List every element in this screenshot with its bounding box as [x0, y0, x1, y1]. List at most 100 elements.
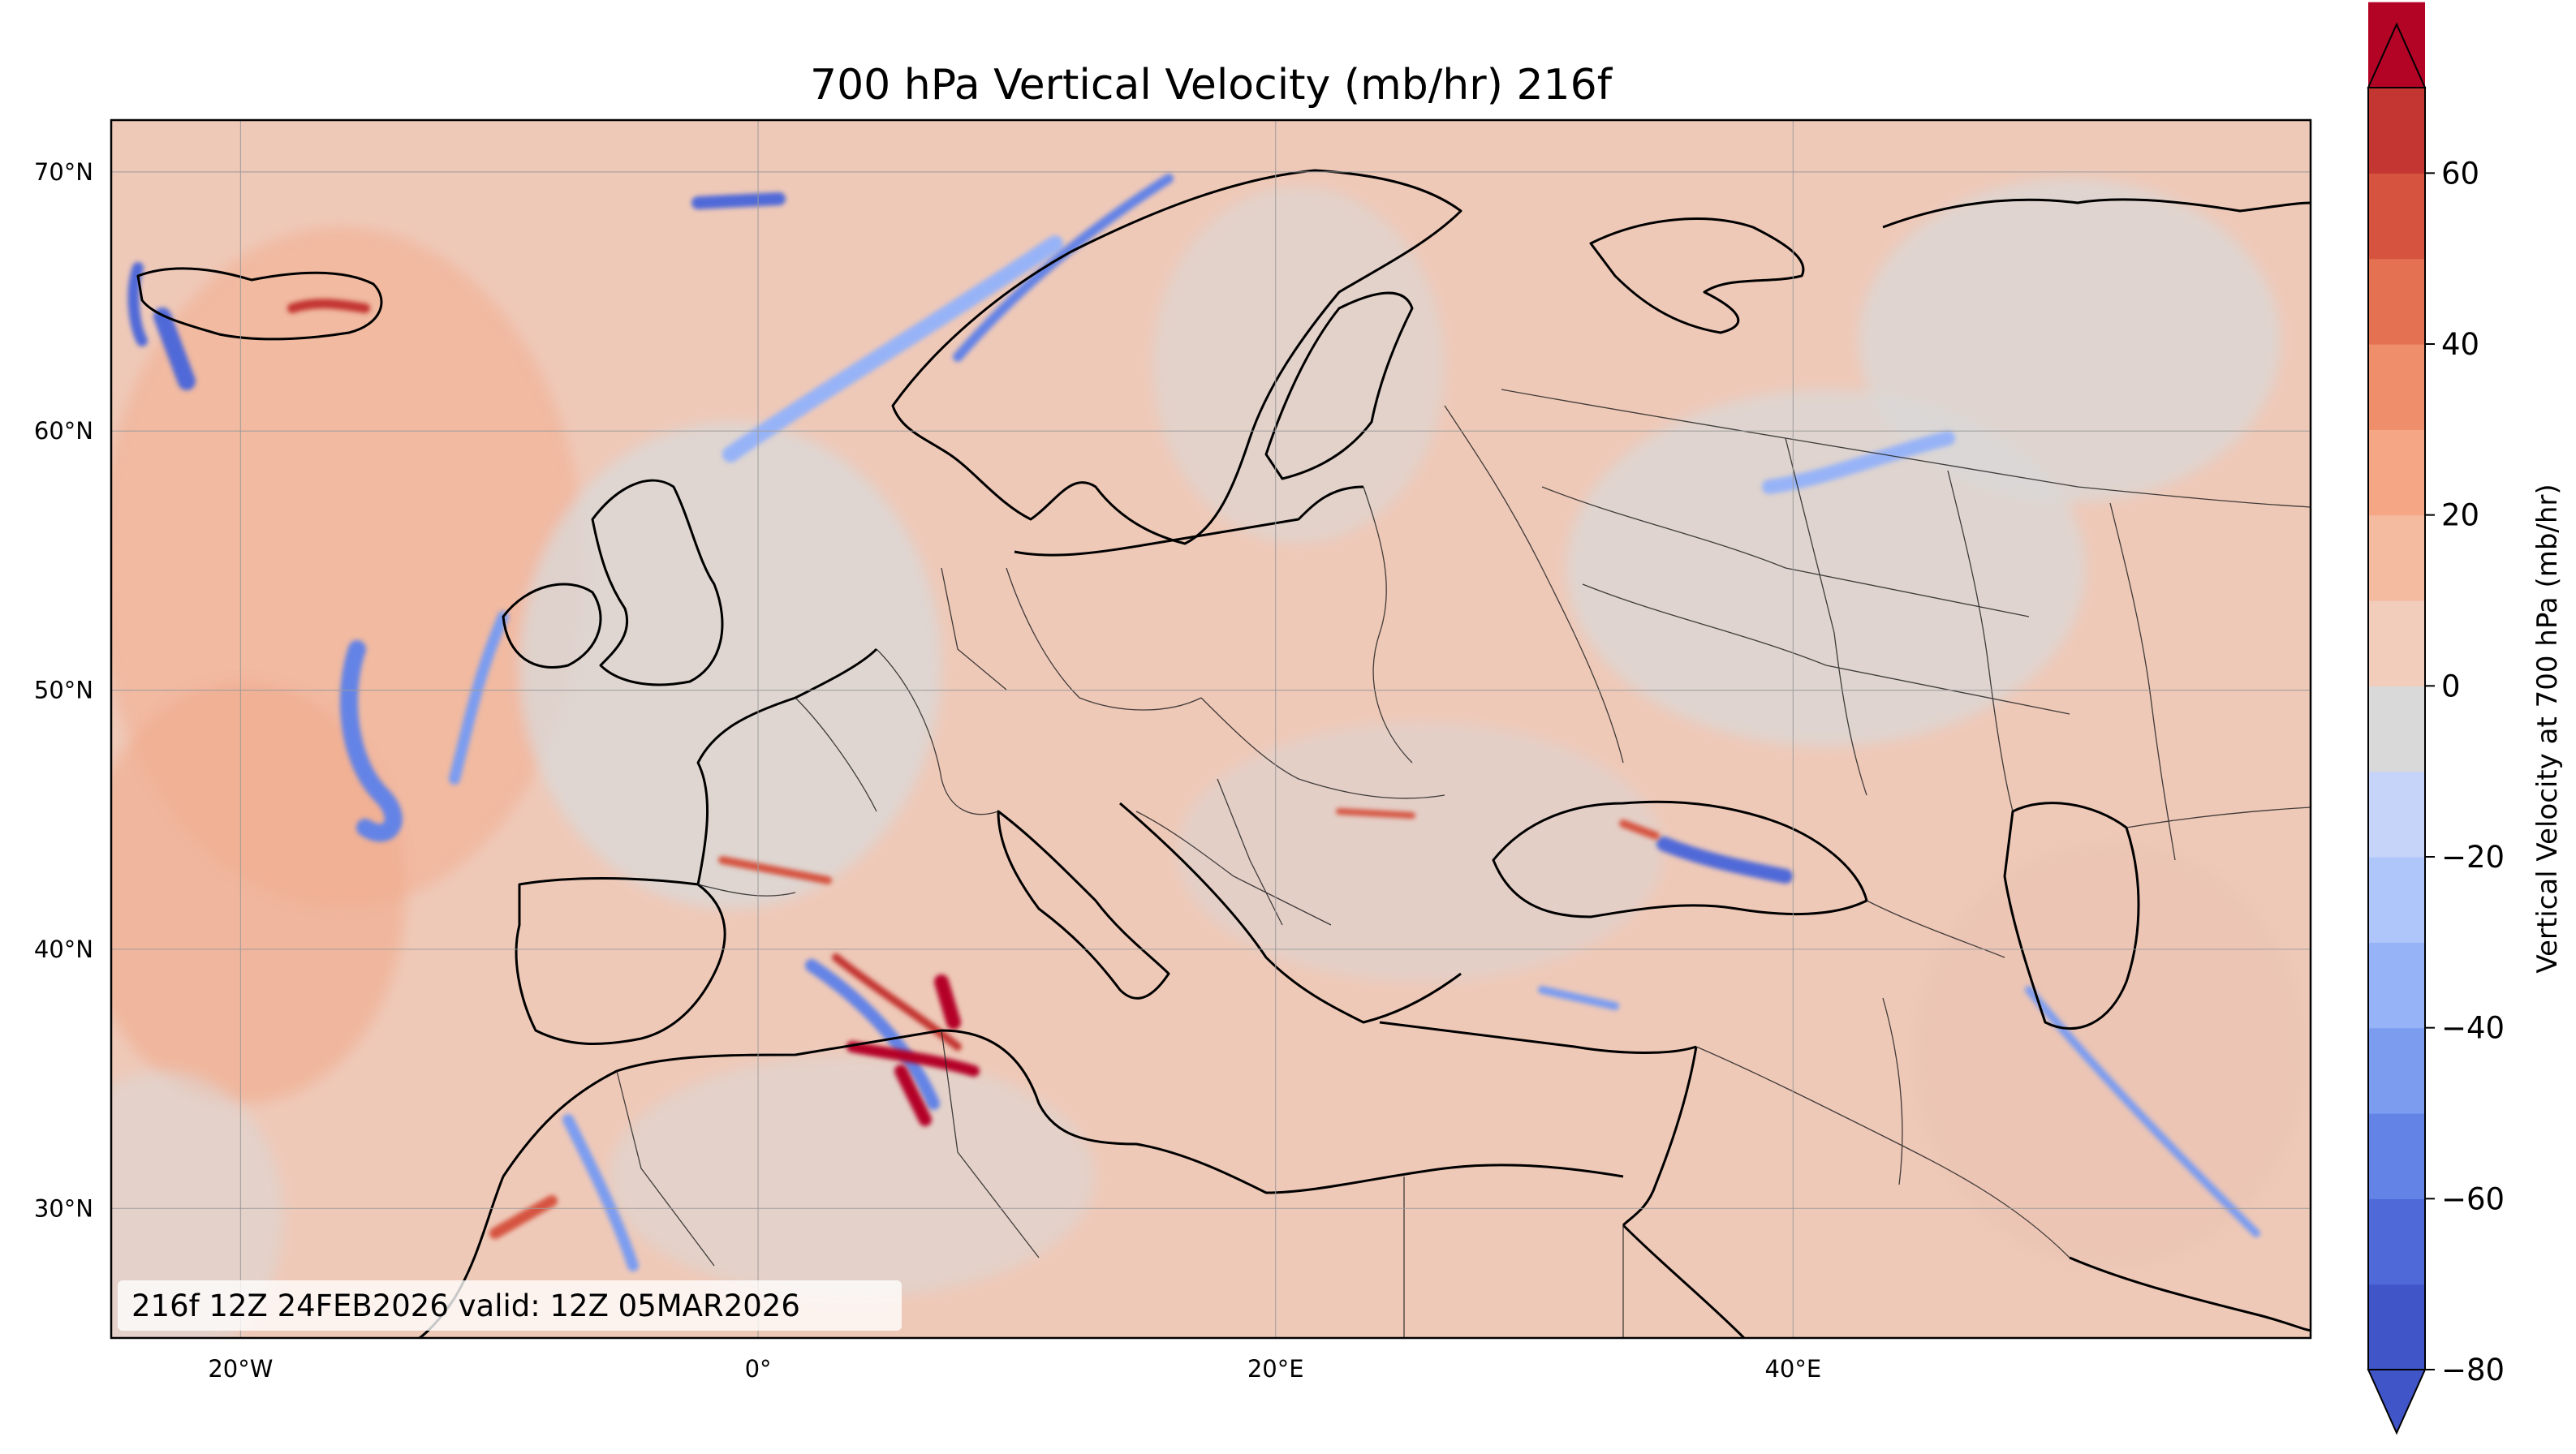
border	[1947, 470, 2014, 812]
lon-tick-label: 20°W	[208, 1355, 273, 1383]
coastline-iceland	[136, 267, 383, 341]
colorbar-segment	[2368, 942, 2425, 1029]
lat-tick-label: 70°N	[34, 158, 93, 186]
colorbar-tick-label: −40	[2441, 1011, 2505, 1046]
colorbar-extend-min	[2367, 1369, 2427, 1435]
longitude-ticks: 20°W 0° 20°E 40°E	[208, 1355, 1821, 1383]
descent-band	[718, 856, 832, 884]
coastline-balkans-greece	[1119, 802, 1462, 1024]
border	[1866, 900, 2005, 958]
coastline-red-sea	[1622, 1224, 1747, 1338]
border	[1200, 697, 1445, 799]
colorbar-tick-label: 40	[2441, 327, 2479, 362]
border	[1541, 486, 2030, 617]
colorbar-segment	[2368, 771, 2425, 858]
coastline-ireland	[502, 583, 602, 669]
border	[1006, 567, 1202, 711]
lon-tick-label: 40°E	[1764, 1355, 1821, 1383]
colorbar-label: Vertical Velocity at 700 hPa (mb/hr)	[2531, 484, 2564, 973]
colorbar-segment	[2368, 1027, 2425, 1114]
colorbar: 60 40 20 0 −20 −40 −60 −80 Vertical Velocity at…	[2367, 2, 2564, 1435]
coastline-arctic-east	[1882, 198, 2311, 229]
coastline-iberia	[515, 877, 726, 1046]
field-region	[1915, 844, 2305, 1266]
ascent-band	[562, 1114, 639, 1271]
border	[2126, 807, 2311, 828]
field-region	[1859, 179, 2281, 503]
border	[795, 697, 877, 812]
coastline-italy	[997, 810, 1170, 1000]
field-region	[1177, 722, 1664, 982]
latitude-ticks: 70°N 60°N 50°N 40°N 30°N	[34, 158, 93, 1222]
colorbar-tick-label: 60	[2441, 156, 2479, 191]
lon-tick-label: 20°E	[1247, 1355, 1304, 1383]
ascent-band	[805, 959, 940, 1110]
forecast-stamp: 216f 12Z 24FEB2026 valid: 12Z 05MAR2026	[118, 1280, 902, 1331]
field-region	[609, 1055, 1096, 1298]
lon-tick-label: 0°	[745, 1355, 772, 1383]
colorbar-tick-label: 20	[2441, 498, 2479, 533]
lat-tick-label: 30°N	[34, 1194, 93, 1222]
chart-title: 700 hPa Vertical Velocity (mb/hr) 216f	[810, 61, 1613, 110]
descent-band	[1336, 808, 1415, 819]
coastline-britain	[591, 479, 724, 686]
colorbar-segment	[2368, 600, 2425, 686]
ascent-band	[1762, 431, 1955, 494]
map-frame	[110, 118, 2312, 1340]
border	[2109, 502, 2176, 861]
field-region	[1152, 187, 1445, 544]
coastline-arctic	[1589, 217, 1805, 334]
coastline-caspian	[2003, 802, 2140, 1030]
colorbar-segment	[2368, 1198, 2425, 1285]
ascent-band	[127, 262, 148, 346]
border	[1501, 389, 2311, 508]
descent-band	[832, 953, 962, 1051]
lat-tick-label: 60°N	[34, 417, 93, 445]
ascent-band	[691, 192, 786, 209]
colorbar-tick-label: −60	[2441, 1181, 2505, 1216]
colorbar-ticks: 60 40 20 0 −20 −40 −60 −80	[2425, 156, 2505, 1387]
map-area	[111, 120, 2311, 1338]
ascent-band	[1656, 837, 1793, 884]
colorbar-segment	[2368, 686, 2425, 772]
coastline-levant	[1622, 1046, 1698, 1227]
border	[1695, 1046, 2070, 1258]
colorbar-frame	[2367, 87, 2426, 1370]
colorbar-segments	[2368, 2, 2425, 1370]
colorbar-segment	[2368, 344, 2425, 430]
colorbar-segment	[2368, 857, 2425, 943]
descent-band	[894, 1065, 932, 1126]
descent-band	[1619, 819, 1660, 840]
field-region	[111, 682, 406, 1103]
field-region	[519, 422, 941, 909]
colorbar-segment	[2368, 258, 2425, 345]
stamp-background	[118, 1280, 902, 1331]
ascent-band	[153, 308, 196, 390]
lat-tick-label: 40°N	[34, 936, 93, 963]
border	[1444, 405, 1624, 764]
ascent-band	[1538, 986, 1619, 1010]
ascent-band	[722, 235, 1063, 462]
field-region	[1566, 389, 2086, 746]
coastline-north-africa	[502, 1029, 1624, 1194]
coastline-black-sea	[1492, 800, 1868, 918]
descent-band	[934, 974, 961, 1030]
border	[1217, 778, 1283, 926]
coastline-persian-gulf	[2069, 1256, 2311, 1332]
border	[616, 1070, 715, 1267]
colorbar-segment	[2368, 429, 2425, 516]
coastline-turkey-south	[1379, 1021, 1697, 1054]
coastline-scandinavia	[891, 169, 1462, 545]
coastline-baltic-south	[1014, 485, 1364, 557]
colorbar-segment	[2368, 1284, 2425, 1370]
border	[876, 648, 999, 815]
gridlines	[111, 120, 2311, 1338]
border	[1785, 437, 1867, 796]
border	[941, 1030, 1040, 1258]
colorbar-tick-label: 0	[2441, 669, 2461, 703]
ascent-band	[449, 611, 509, 785]
colorbar-segment	[2368, 1113, 2425, 1199]
stamp-text: 216f 12Z 24FEB2026 valid: 12Z 05MAR2026	[131, 1288, 800, 1323]
colorbar-tick-label: −80	[2441, 1353, 2505, 1387]
